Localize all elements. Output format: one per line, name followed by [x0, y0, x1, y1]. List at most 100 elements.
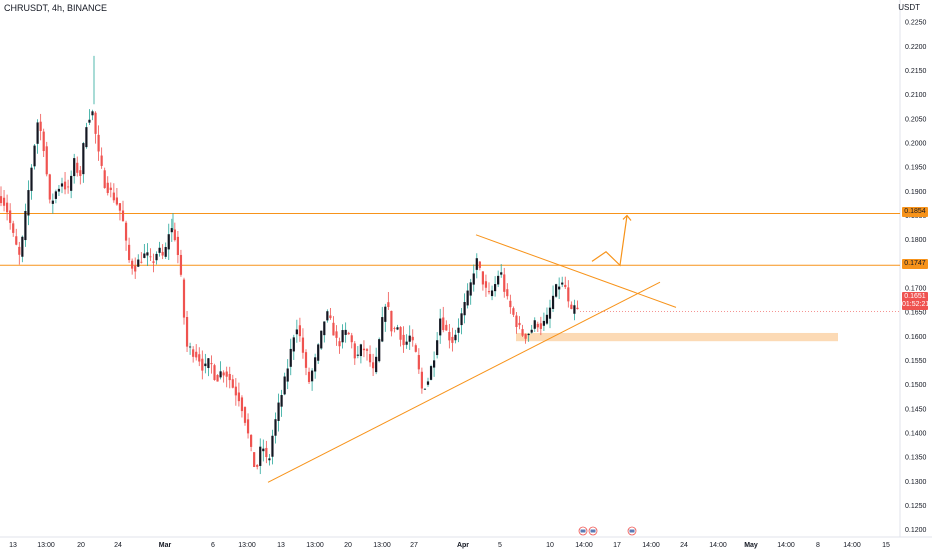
- candle-body: [170, 228, 173, 233]
- x-tick-label: 24: [680, 542, 688, 549]
- candle-body: [140, 261, 143, 263]
- y-tick-label: 0.1650: [905, 310, 927, 317]
- candle-body: [521, 329, 524, 336]
- price-tag-resistance: 0.1854: [902, 207, 928, 217]
- x-tick-label: Apr: [457, 542, 469, 549]
- y-tick-label: 0.1300: [905, 479, 927, 486]
- candle-body: [185, 317, 189, 347]
- y-tick-label: 0.1900: [905, 189, 927, 196]
- candle-body: [341, 330, 344, 343]
- x-tick-label: 14:00: [575, 542, 593, 549]
- y-tick-label: 0.1600: [905, 334, 927, 341]
- candle-body: [350, 335, 353, 343]
- candle-body: [112, 192, 115, 201]
- candle-body: [323, 321, 326, 336]
- candle-body: [262, 448, 265, 452]
- candle-body: [91, 111, 94, 116]
- candle-body: [542, 320, 545, 326]
- candle-body: [558, 286, 561, 290]
- candle-body: [192, 349, 195, 357]
- candle-body: [18, 246, 21, 255]
- projection-arrowhead: [622, 214, 632, 221]
- y-tick-label: 0.2150: [905, 68, 927, 75]
- y-tick-label: 0.2250: [905, 20, 927, 27]
- candle-body: [240, 397, 244, 412]
- candle-body: [555, 284, 558, 297]
- candle-body: [469, 282, 472, 296]
- candle-body: [137, 259, 140, 267]
- candle-body: [149, 256, 152, 258]
- candle-body: [2, 197, 6, 206]
- candle-body: [134, 265, 137, 272]
- x-tick-label: 14:00: [642, 542, 660, 549]
- candle-body: [225, 371, 228, 377]
- candle-body: [298, 325, 301, 337]
- candle-body: [253, 452, 256, 467]
- candle-body: [265, 447, 268, 458]
- y-tick-label: 0.1400: [905, 431, 927, 438]
- candle-body: [387, 302, 390, 307]
- candle-body: [527, 333, 530, 336]
- candle-body: [329, 315, 332, 319]
- candle-body: [338, 341, 341, 347]
- candle-body: [79, 170, 82, 176]
- candle-body: [146, 252, 149, 256]
- candle-body: [106, 182, 109, 193]
- candle-body: [533, 320, 536, 329]
- candle-body: [478, 261, 481, 268]
- candle-body: [433, 360, 436, 368]
- candle-body: [454, 334, 457, 341]
- x-tick-label: 15: [882, 542, 890, 549]
- y-tick-label: 0.1500: [905, 382, 927, 389]
- candle-body: [573, 305, 576, 314]
- x-tick-label: 17: [613, 542, 621, 549]
- candle-body: [451, 336, 454, 343]
- y-tick-label: 0.1350: [905, 455, 927, 462]
- x-tick-label: 8: [816, 542, 820, 549]
- candle-body: [283, 376, 286, 395]
- candle-body: [292, 337, 295, 352]
- candle-body: [481, 271, 484, 285]
- candle-body: [155, 253, 158, 261]
- price-tag-last: 0.1651: [902, 292, 928, 302]
- candle-body: [213, 365, 216, 380]
- x-tick-label: 13:00: [373, 542, 391, 549]
- candle-body: [326, 311, 329, 321]
- candle-body: [60, 183, 64, 187]
- candle-body: [271, 435, 274, 457]
- candle-body: [365, 349, 369, 351]
- candle-body: [51, 200, 54, 204]
- candle-body: [570, 304, 573, 309]
- candle-body: [347, 332, 350, 335]
- y-tick-label: 0.1450: [905, 406, 927, 413]
- candle-body: [195, 351, 198, 358]
- candle-body: [36, 122, 39, 144]
- event-flag-icon: [629, 529, 635, 533]
- candle-body: [564, 284, 567, 288]
- x-tick-label: 13:00: [238, 542, 256, 549]
- candle-body: [204, 363, 207, 367]
- y-tick-label: 0.1800: [905, 237, 927, 244]
- y-tick-label: 0.2000: [905, 140, 927, 147]
- projection-path: [591, 215, 628, 267]
- symbol-label: CHRUSDT, 4h, BINANCE: [4, 3, 108, 13]
- candle-body: [198, 354, 201, 362]
- candle-body: [314, 357, 317, 372]
- candle-body: [21, 236, 24, 257]
- candle-body: [518, 322, 521, 326]
- lower-trendline: [267, 281, 661, 483]
- candle-body: [256, 465, 259, 467]
- candle-body: [530, 329, 533, 333]
- candle-body: [475, 258, 478, 270]
- candle-body: [460, 313, 463, 326]
- candle-body: [103, 170, 106, 188]
- x-tick-label: 14:00: [777, 542, 795, 549]
- candle-body: [12, 223, 15, 233]
- candle-body: [390, 310, 393, 332]
- candle-body: [368, 354, 372, 363]
- candle-body: [484, 281, 488, 288]
- candle-body: [512, 308, 515, 315]
- candle-body: [362, 348, 366, 351]
